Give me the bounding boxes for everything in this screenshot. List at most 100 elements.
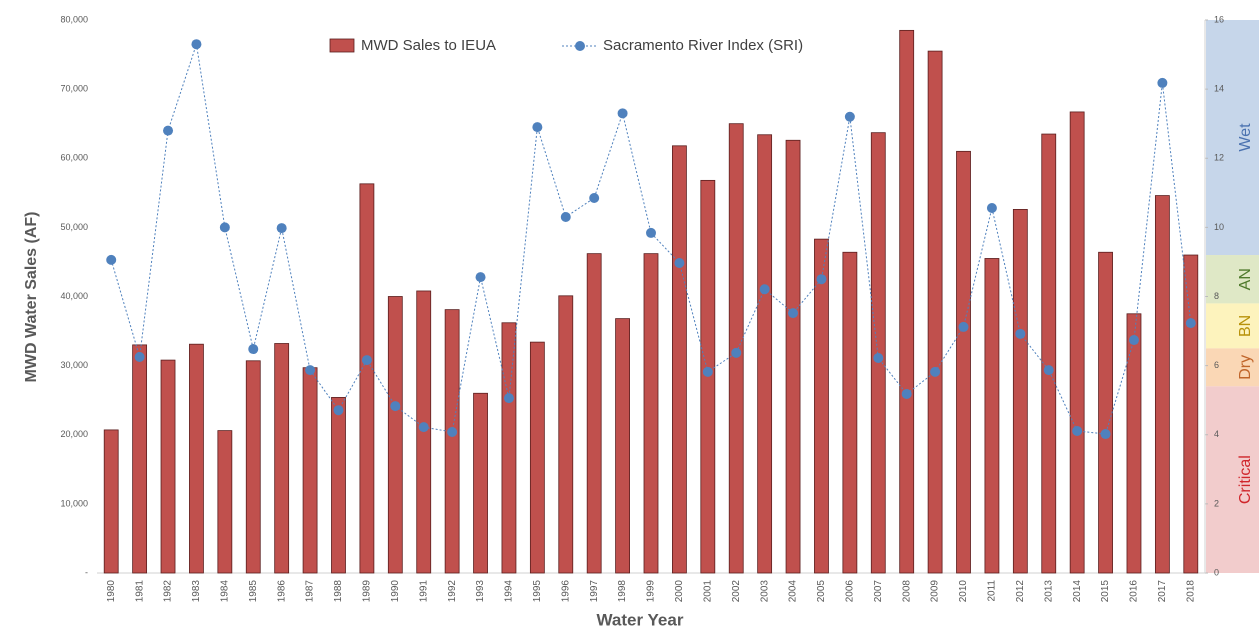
x-tick-label: 1995 — [532, 580, 543, 603]
sri-marker — [788, 308, 799, 319]
bar — [842, 251, 858, 574]
x-tick-label: 1984 — [219, 580, 230, 603]
x-tick-label: 1986 — [276, 580, 287, 603]
y2-tick-label: 0 — [1214, 567, 1219, 577]
class-band-label: Critical — [1237, 455, 1254, 504]
y-tick-label: 50,000 — [60, 222, 88, 232]
sri-marker — [191, 39, 202, 50]
x-tick-label: 2017 — [1157, 580, 1168, 603]
x-tick-label: 1999 — [646, 580, 657, 603]
sri-marker — [219, 222, 230, 233]
class-band — [1206, 255, 1259, 304]
bar — [757, 134, 773, 574]
y-tick-label: 60,000 — [60, 153, 88, 163]
bar — [217, 430, 233, 574]
sri-marker — [589, 192, 600, 203]
sri-marker — [1072, 425, 1083, 436]
sri-marker — [617, 108, 628, 119]
sri-marker — [163, 125, 174, 136]
x-tick-label: 2011 — [987, 580, 998, 602]
sri-marker — [333, 405, 344, 416]
bar — [956, 150, 971, 574]
bar — [870, 132, 886, 574]
bar — [1098, 251, 1113, 574]
x-tick-label: 2013 — [1043, 580, 1054, 603]
sri-marker — [248, 344, 259, 355]
bar — [1126, 313, 1142, 574]
x-tick-label: 2004 — [788, 580, 799, 603]
class-band — [1206, 20, 1259, 256]
bar — [245, 360, 261, 574]
sri-marker — [1157, 77, 1168, 88]
x-tick-label: 2000 — [674, 580, 685, 603]
y2-tick-label: 8 — [1214, 291, 1219, 301]
sri-marker — [702, 366, 713, 377]
bar — [1041, 133, 1057, 574]
bar — [984, 258, 1000, 574]
bar — [643, 253, 659, 574]
x-tick-label: 2016 — [1129, 580, 1140, 603]
bar — [672, 145, 687, 574]
x-tick-label: 1981 — [134, 580, 145, 603]
legend-swatch — [329, 38, 355, 53]
x-tick-label: 2009 — [930, 580, 941, 603]
sri-marker — [390, 401, 401, 412]
bar — [1012, 209, 1028, 574]
x-tick-label: 1994 — [504, 580, 515, 603]
y-tick-label: 30,000 — [60, 360, 88, 370]
bar — [1154, 195, 1170, 574]
class-band-label: AN — [1237, 268, 1254, 290]
x-tick-label: 1987 — [305, 580, 316, 603]
y2-tick-label: 14 — [1214, 84, 1224, 94]
class-band-label: Wet — [1237, 123, 1254, 152]
y-tick-label: 40,000 — [60, 291, 88, 301]
class-band — [1206, 303, 1259, 349]
sri-marker — [674, 257, 685, 268]
y-tick-label: - — [85, 567, 88, 577]
x-tick-label: 1985 — [248, 580, 259, 603]
sri-marker — [361, 355, 372, 366]
x-tick-label: 1990 — [390, 580, 401, 603]
sri-marker — [759, 284, 770, 295]
bar — [1069, 111, 1085, 574]
legend-label: MWD Sales to IEUA — [361, 37, 496, 54]
x-tick-label: 2010 — [958, 580, 969, 603]
class-band — [1206, 386, 1259, 573]
x-axis-title: Water Year — [597, 610, 684, 629]
sri-marker — [873, 353, 884, 364]
x-tick-label: 2012 — [1015, 580, 1026, 603]
bar — [444, 309, 460, 574]
y2-tick-label: 12 — [1214, 153, 1224, 163]
y-tick-label: 20,000 — [60, 429, 88, 439]
x-tick-label: 2018 — [1185, 580, 1196, 603]
x-tick-label: 1998 — [617, 580, 628, 603]
y-axis-title: MWD Water Sales (AF) — [23, 212, 40, 383]
bar — [501, 322, 517, 574]
sri-marker — [816, 274, 827, 285]
bar — [1183, 254, 1199, 574]
sri-marker — [503, 393, 514, 404]
x-tick-label: 1996 — [560, 580, 571, 603]
legend-label: Sacramento River Index (SRI) — [603, 37, 803, 54]
x-tick-label: 1993 — [475, 580, 486, 603]
legend-marker — [575, 41, 585, 51]
x-tick-label: 2005 — [816, 580, 827, 603]
y-tick-label: 80,000 — [60, 14, 88, 24]
y2-tick-label: 2 — [1214, 498, 1219, 508]
x-tick-label: 1997 — [589, 580, 600, 603]
x-tick-label: 2006 — [845, 580, 856, 603]
sri-marker — [1015, 328, 1026, 339]
bar — [132, 344, 148, 574]
bar — [331, 397, 346, 574]
bar — [160, 359, 176, 574]
y2-tick-label: 16 — [1214, 14, 1224, 24]
sri-marker — [844, 111, 855, 122]
class-band-label: BN — [1237, 315, 1254, 337]
sri-marker — [1100, 429, 1111, 440]
bar — [274, 343, 290, 574]
x-tick-label: 1991 — [418, 580, 429, 603]
x-tick-label: 2002 — [731, 580, 742, 603]
sri-marker — [1043, 365, 1054, 376]
bar — [586, 253, 602, 574]
x-tick-label: 2015 — [1100, 580, 1111, 603]
